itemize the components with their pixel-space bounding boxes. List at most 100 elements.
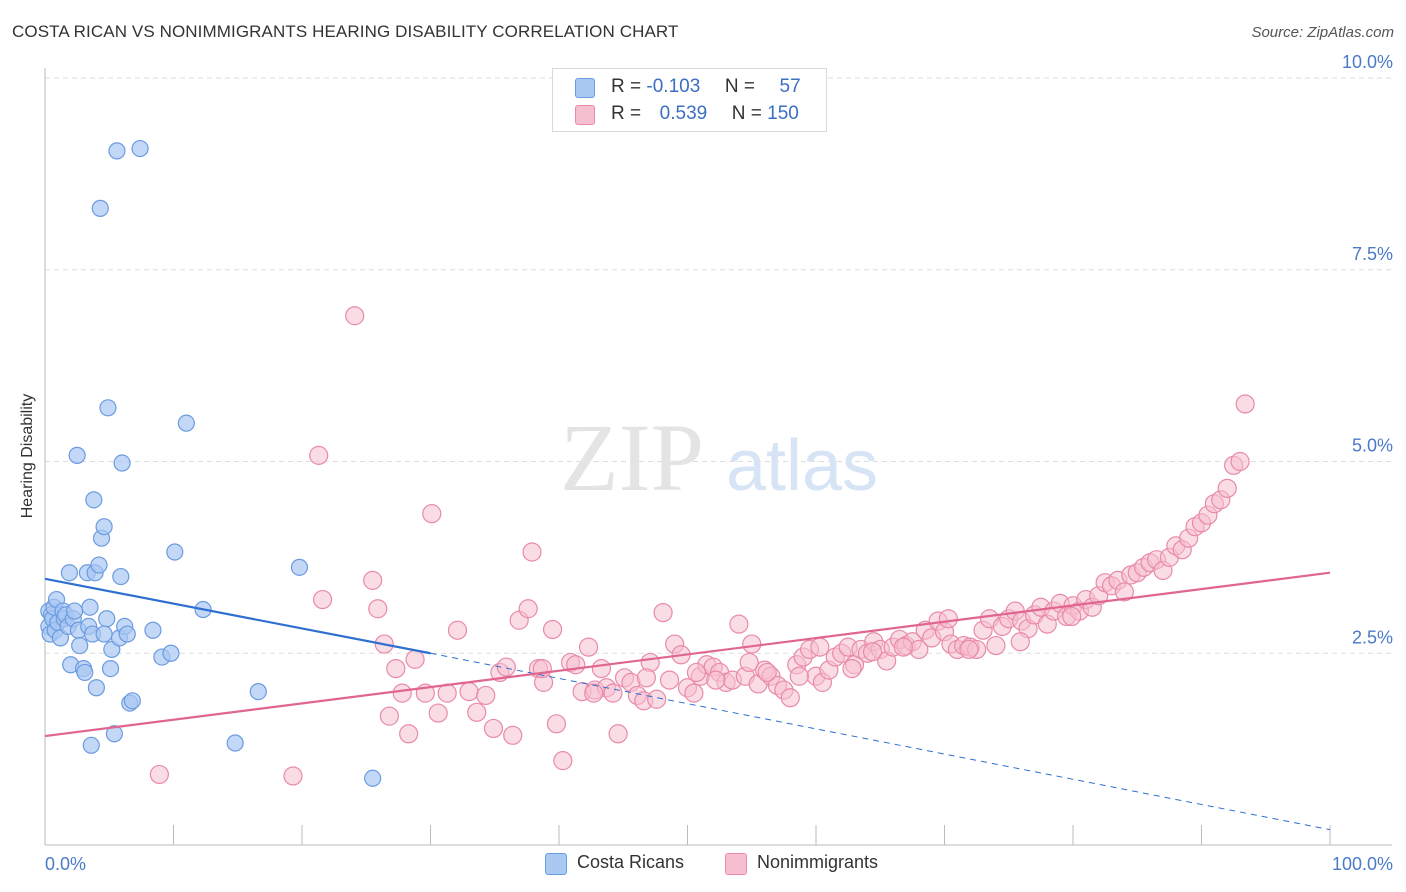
- nonimmigrant-point: [459, 681, 479, 702]
- costa-rican-point: [226, 734, 244, 752]
- watermark-zip: ZIP: [560, 404, 704, 511]
- nonimmigrant-point: [789, 666, 809, 686]
- costa-rican-point: [68, 446, 86, 464]
- nonimmigrant-point: [309, 445, 329, 465]
- nonimmigrant-point: [686, 662, 707, 683]
- watermark-atlas: atlas: [726, 426, 878, 506]
- nonimmigrant-point: [522, 542, 542, 562]
- tick-labels: 2.5% 5.0% 7.5% 10.0% 0.0% 100.0%: [45, 52, 1393, 874]
- nonimmigrant-point: [862, 642, 883, 662]
- n-value: 57: [779, 76, 801, 97]
- nonimmigrant-point: [739, 652, 759, 673]
- x-tick-label: 0.0%: [45, 854, 86, 874]
- nonimmigrant-point: [1235, 394, 1255, 414]
- nonimmigrant-point: [312, 589, 333, 610]
- costa-rican-point: [101, 659, 120, 678]
- costa-rican-point: [85, 491, 103, 509]
- nonimmigrant-point: [363, 570, 383, 590]
- costa-rican-point: [144, 621, 162, 639]
- nonimmigrant-point: [392, 683, 412, 703]
- costa-rican-point: [249, 682, 267, 701]
- chart-title: COSTA RICAN VS NONIMMIGRANTS HEARING DIS…: [12, 22, 679, 41]
- x-tick-label: 100.0%: [1332, 854, 1393, 874]
- nonimmigrant-point: [283, 766, 303, 786]
- costa-rican-point: [118, 625, 136, 643]
- axes: [44, 68, 1392, 846]
- costa-ricans-trend-extension: [430, 652, 1331, 831]
- nonimmigrant-point: [496, 657, 516, 677]
- costa-rican-point: [177, 414, 195, 432]
- nonimmigrant-point: [368, 599, 388, 619]
- nonimmigrant-point: [1230, 451, 1250, 472]
- legend-label: Nonimmigrants: [757, 852, 879, 872]
- y-tick-label: 10.0%: [1342, 52, 1393, 72]
- legend-label: Costa Ricans: [577, 852, 685, 872]
- costa-rican-point: [76, 663, 94, 682]
- nonimmigrant-point: [938, 609, 958, 629]
- legend-text: R = -0.103 N = 57: [611, 76, 801, 97]
- costa-rican-point: [108, 142, 126, 160]
- nonimmigrant-point: [553, 751, 573, 771]
- nonimmigrant-point: [518, 599, 538, 619]
- nonimmigrant-point: [447, 620, 468, 640]
- nonimmigrant-point: [566, 655, 586, 675]
- nonimmigrant-point: [653, 602, 673, 623]
- costa-rican-point: [95, 625, 113, 643]
- legend-swatch-pink: [725, 853, 747, 875]
- nonimmigrant-point: [729, 614, 749, 634]
- trend-lines: [44, 571, 1331, 831]
- nonimmigrant-point: [608, 724, 628, 744]
- costa-rican-point: [71, 636, 89, 655]
- costa-rican-point: [65, 602, 84, 620]
- costa-rican-point: [112, 567, 130, 586]
- legend-swatch-blue: [545, 853, 567, 875]
- nonimmigrant-point: [149, 764, 169, 785]
- costa-rican-point: [364, 769, 382, 787]
- nonimmigrant-point: [810, 637, 830, 657]
- nonimmigrant-point: [386, 658, 406, 679]
- nonimmigrant-point: [757, 662, 777, 683]
- legend-swatch-pink: [575, 105, 595, 125]
- nonimmigrant-point: [893, 637, 913, 657]
- nonimmigrant-point: [1062, 606, 1082, 627]
- costa-rican-point: [290, 558, 309, 576]
- costa-rican-point: [60, 564, 79, 582]
- nonimmigrant-point: [591, 658, 612, 679]
- costa-rican-point: [91, 199, 109, 217]
- costa-rican-point: [131, 139, 149, 158]
- correlation-legend: R = -0.103 N = 57 R = 0.539 N = 150: [552, 68, 827, 132]
- nonimmigrant-point: [467, 702, 487, 722]
- costa-rican-point: [105, 725, 123, 743]
- r-value: 0.539: [659, 103, 708, 124]
- nonimmigrant-point: [1010, 632, 1030, 652]
- costa-rican-point: [113, 454, 131, 472]
- n-value: 150: [767, 103, 799, 124]
- costa-rican-point: [123, 692, 141, 710]
- costa-rican-point: [166, 543, 184, 561]
- nonimmigrants-trend-line: [44, 571, 1331, 738]
- nonimmigrant-point: [542, 619, 563, 640]
- nonimmigrant-point: [603, 683, 623, 703]
- costa-rican-point: [95, 518, 113, 536]
- nonimmigrant-point: [483, 718, 504, 739]
- nonimmigrant-point: [428, 703, 448, 723]
- nonimmigrant-point: [986, 635, 1006, 656]
- nonimmigrant-point: [345, 306, 365, 326]
- source-label: Source: ZipAtlas.com: [1251, 24, 1394, 41]
- costa-rican-point: [82, 736, 100, 754]
- costa-ricans-trend-line: [44, 577, 431, 655]
- nonimmigrants-points: [149, 306, 1255, 786]
- nonimmigrant-point: [578, 637, 599, 657]
- costa-rican-point: [87, 679, 106, 697]
- costa-rican-point: [98, 610, 116, 628]
- nonimmigrant-point: [636, 668, 656, 688]
- nonimmigrant-point: [684, 683, 704, 703]
- nonimmigrant-point: [422, 504, 442, 524]
- nonimmigrant-point: [379, 706, 399, 726]
- costa-rican-point: [99, 399, 117, 417]
- grid-lines: [45, 77, 1392, 654]
- costa-rican-point: [162, 644, 180, 662]
- costa-ricans-points: [40, 139, 382, 787]
- nonimmigrant-point: [959, 639, 979, 660]
